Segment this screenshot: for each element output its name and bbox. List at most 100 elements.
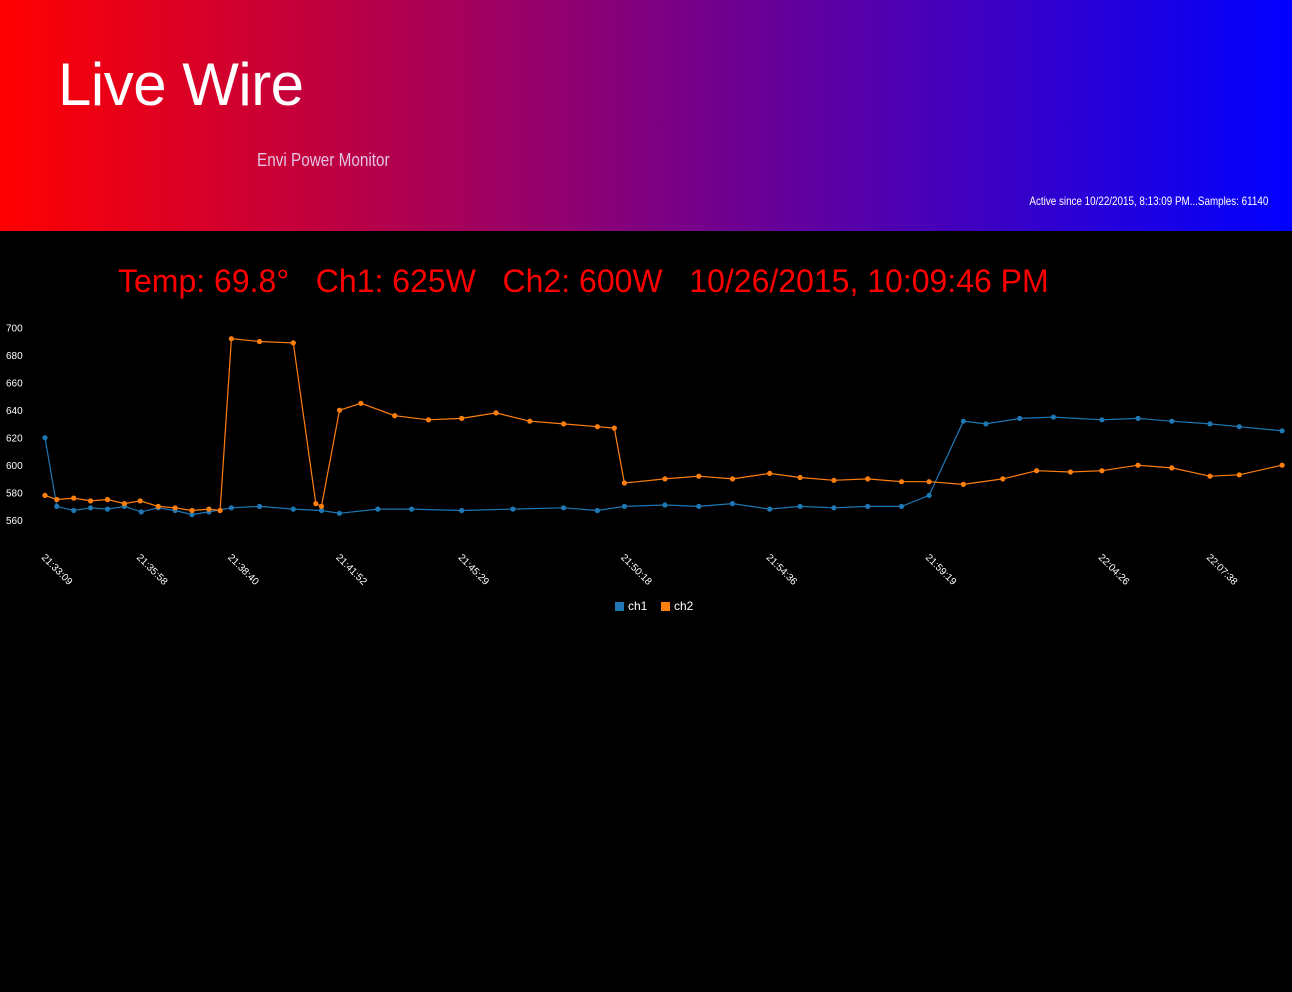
y-tick-label: 600 (6, 461, 23, 472)
y-tick-label: 580 (6, 489, 23, 500)
series-ch2 (42, 336, 1285, 514)
data-point-ch2 (1207, 473, 1213, 479)
data-point-ch2 (960, 481, 967, 487)
data-point-ch2 (1169, 465, 1175, 471)
data-point-ch1 (561, 505, 567, 511)
data-point-ch2 (318, 503, 325, 509)
app-subtitle: Envi Power Monitor (257, 150, 390, 170)
data-point-ch2 (865, 476, 871, 482)
data-point-ch2 (313, 501, 319, 507)
data-point-ch2 (88, 498, 94, 504)
data-point-ch1 (1050, 414, 1057, 420)
data-point-ch1 (290, 506, 296, 512)
data-point-ch2 (217, 507, 223, 514)
data-point-ch1 (1169, 418, 1175, 424)
data-point-ch1 (42, 435, 48, 441)
data-point-ch2 (42, 492, 48, 498)
series-line-ch2 (44, 338, 1283, 512)
legend-swatch-ch2 (661, 602, 670, 611)
data-point-ch2 (1099, 468, 1105, 474)
data-point-ch2 (696, 473, 702, 479)
x-tick-label: 21:35:58 (134, 552, 170, 588)
data-point-ch2 (621, 480, 628, 486)
data-point-ch2 (1236, 472, 1242, 478)
data-point-ch2 (392, 413, 398, 419)
data-point-ch2 (228, 336, 234, 342)
data-point-ch1 (960, 418, 967, 424)
data-point-ch1 (983, 421, 989, 427)
data-point-ch2 (189, 507, 195, 514)
data-point-ch1 (189, 512, 195, 518)
data-point-ch2 (1067, 469, 1073, 475)
data-point-ch1 (409, 506, 415, 512)
app-title: Live Wire (58, 51, 304, 118)
data-point-ch1 (88, 505, 94, 511)
data-point-ch2 (71, 495, 77, 501)
y-tick-label: 680 (6, 351, 23, 362)
data-point-ch2 (926, 479, 932, 485)
data-point-ch2 (1034, 468, 1040, 474)
y-tick-label: 560 (6, 516, 23, 527)
data-point-ch2 (662, 476, 668, 482)
x-tick-label: 21:33:09 (39, 552, 75, 588)
data-point-ch2 (290, 340, 296, 346)
x-tick-label: 21:50:18 (618, 552, 654, 588)
data-point-ch1 (898, 503, 905, 509)
data-point-ch1 (767, 506, 773, 512)
data-point-ch2 (256, 338, 263, 345)
data-point-ch1 (1236, 424, 1242, 430)
series-ch1 (42, 414, 1285, 518)
y-axis: 560 580 600 620 640 660 680 700 (6, 324, 23, 527)
data-point-ch1 (662, 502, 668, 508)
data-point-ch1 (926, 492, 932, 498)
data-point-ch1 (459, 507, 465, 514)
series-line-ch1 (44, 416, 1283, 516)
legend-label-ch1: ch1 (628, 599, 648, 613)
y-tick-label: 640 (6, 406, 23, 417)
data-point-ch1 (228, 505, 234, 511)
data-point-ch1 (1207, 421, 1213, 427)
data-point-ch2 (137, 498, 143, 504)
data-point-ch2 (206, 506, 212, 512)
data-point-ch2 (797, 474, 803, 481)
data-point-ch1 (71, 507, 77, 514)
legend-swatch-ch1 (615, 602, 624, 611)
data-point-ch1 (318, 507, 325, 514)
data-point-ch2 (729, 476, 736, 482)
data-point-ch1 (621, 503, 628, 509)
data-point-ch2 (898, 479, 905, 485)
data-point-ch2 (1000, 476, 1006, 482)
data-point-ch2 (831, 477, 837, 483)
data-point-ch2 (425, 417, 432, 423)
data-point-ch1 (1017, 415, 1023, 421)
legend: ch1 ch2 (615, 599, 694, 613)
x-axis: 21:33:09 21:35:58 21:38:40 21:41:52 21:45:29… (39, 552, 1240, 588)
x-tick-label: 21:41:52 (333, 552, 369, 588)
data-point-ch2 (121, 501, 127, 507)
data-point-ch1 (375, 506, 381, 512)
data-point-ch1 (54, 503, 60, 509)
header-banner: Live Wire Envi Power Monitor Active sinc… (0, 0, 1292, 231)
data-point-ch2 (527, 418, 533, 424)
data-point-ch2 (611, 425, 617, 431)
data-point-ch2 (1279, 462, 1285, 468)
x-tick-label: 22:07:38 (1204, 552, 1240, 588)
x-tick-label: 21:59:19 (923, 552, 959, 588)
x-tick-label: 21:54:36 (764, 552, 800, 588)
data-point-ch1 (831, 505, 837, 511)
data-point-ch2 (493, 410, 499, 416)
data-point-ch1 (138, 509, 144, 515)
legend-label-ch2: ch2 (674, 599, 694, 613)
data-point-ch1 (256, 503, 263, 509)
data-point-ch1 (1135, 415, 1141, 421)
data-point-ch2 (54, 496, 60, 503)
y-tick-label: 660 (6, 379, 23, 390)
data-point-ch1 (104, 506, 111, 512)
data-point-ch2 (1135, 462, 1141, 468)
data-point-ch1 (1279, 428, 1285, 434)
data-point-ch2 (155, 503, 161, 509)
y-tick-label: 620 (6, 434, 23, 445)
data-point-ch1 (1099, 417, 1105, 423)
live-readout: Temp: 69.8° Ch1: 625W Ch2: 600W 10/26/20… (118, 263, 1049, 299)
data-point-ch2 (104, 496, 111, 503)
